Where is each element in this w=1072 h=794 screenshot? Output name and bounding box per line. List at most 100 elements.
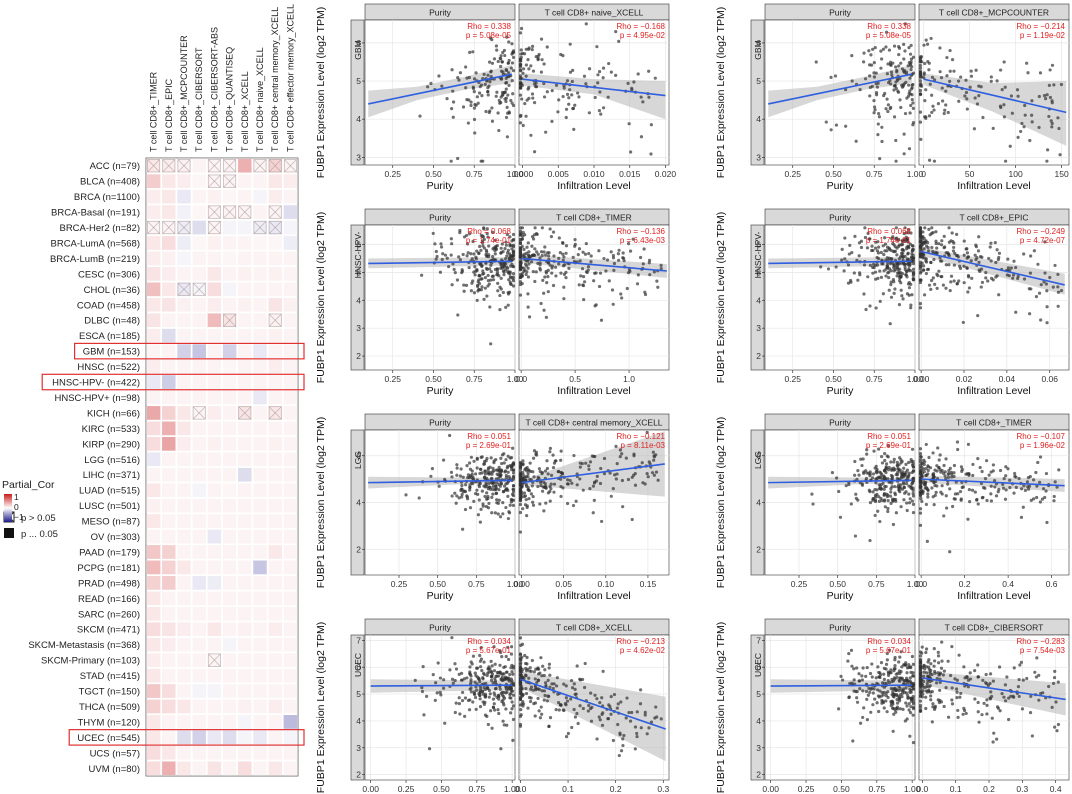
heatmap-cell <box>207 312 222 328</box>
data-point <box>876 122 880 126</box>
data-point <box>497 465 501 469</box>
data-point <box>910 470 914 475</box>
heatmap-row-label: COAD (n=458) <box>77 300 140 311</box>
data-point <box>466 475 470 480</box>
data-point <box>911 494 916 498</box>
data-point <box>485 491 489 495</box>
data-point <box>573 715 578 719</box>
data-point <box>889 261 893 266</box>
data-point <box>609 494 613 498</box>
data-point <box>441 252 445 256</box>
data-point <box>953 497 957 501</box>
data-point <box>480 668 484 673</box>
data-point <box>918 708 923 712</box>
data-point <box>1055 485 1059 489</box>
data-point <box>870 662 874 666</box>
data-point <box>933 669 937 674</box>
data-point <box>507 278 511 282</box>
data-point <box>1020 121 1024 126</box>
data-point <box>877 495 881 499</box>
data-point <box>519 713 523 717</box>
data-point <box>478 697 482 701</box>
data-point <box>455 278 460 282</box>
data-point <box>935 469 939 473</box>
data-point <box>489 278 493 282</box>
data-point <box>884 681 889 686</box>
data-point <box>468 506 473 510</box>
data-point <box>938 256 942 260</box>
data-point <box>931 276 935 280</box>
data-point <box>449 237 453 241</box>
data-point <box>918 485 923 489</box>
data-point <box>506 494 510 499</box>
data-point <box>935 246 939 250</box>
data-point <box>504 81 508 85</box>
data-point <box>1022 277 1027 281</box>
data-point <box>518 83 523 87</box>
data-point <box>609 70 613 74</box>
heatmap-row-label: OV (n=303) <box>91 532 140 543</box>
data-point <box>962 253 966 257</box>
data-point <box>905 671 909 675</box>
x-axis-title: Purity <box>827 590 855 602</box>
data-point <box>531 269 535 274</box>
data-point <box>879 660 884 665</box>
heatmap-cell <box>191 436 207 452</box>
data-point <box>519 55 523 60</box>
data-point <box>567 102 571 106</box>
data-point <box>531 96 535 100</box>
data-point <box>908 676 912 680</box>
data-point <box>882 476 886 480</box>
data-point <box>1048 68 1052 72</box>
data-point <box>620 452 624 456</box>
heatmap-cell <box>222 281 237 297</box>
data-point <box>1003 699 1008 703</box>
data-point <box>891 522 896 527</box>
data-point <box>483 286 487 290</box>
heatmap-cell <box>222 421 237 436</box>
p-value-label: p = 1.19e-02 <box>1020 31 1066 40</box>
data-point <box>941 673 945 677</box>
data-point <box>653 76 657 80</box>
data-point <box>466 121 470 125</box>
data-point <box>518 530 523 534</box>
data-point <box>607 703 611 707</box>
heatmap-cell <box>283 745 298 761</box>
data-point <box>1002 103 1006 107</box>
data-point <box>504 68 509 73</box>
heatmap-cell <box>283 606 298 622</box>
heatmap-cell <box>161 251 177 266</box>
data-point <box>524 661 528 666</box>
data-point <box>534 452 538 456</box>
data-point <box>520 694 524 698</box>
data-point <box>486 722 490 727</box>
y-tick-label: 5 <box>756 689 761 699</box>
data-point <box>905 501 909 505</box>
heatmap-cell <box>222 637 237 653</box>
data-point <box>441 458 446 462</box>
data-point <box>648 273 652 277</box>
data-point <box>429 474 433 478</box>
data-point <box>880 57 884 61</box>
heatmap-cell <box>237 560 253 575</box>
data-point <box>1037 125 1041 130</box>
data-point <box>932 664 936 668</box>
rho-label: Rho = −0.249 <box>1017 227 1066 236</box>
data-point <box>918 703 923 707</box>
data-point <box>571 255 575 259</box>
data-point <box>889 501 893 505</box>
data-point <box>478 680 482 684</box>
data-point <box>612 692 617 697</box>
data-point <box>440 257 444 262</box>
data-point <box>524 272 528 277</box>
rho-label: Rho = −0.107 <box>1017 432 1066 441</box>
data-point <box>895 460 899 464</box>
data-point <box>885 710 889 714</box>
heatmap-cell <box>161 560 177 575</box>
data-point <box>840 258 844 262</box>
data-point <box>857 679 862 683</box>
data-point <box>955 440 960 444</box>
data-point <box>939 470 943 474</box>
data-point <box>970 276 974 280</box>
data-point <box>927 114 932 118</box>
